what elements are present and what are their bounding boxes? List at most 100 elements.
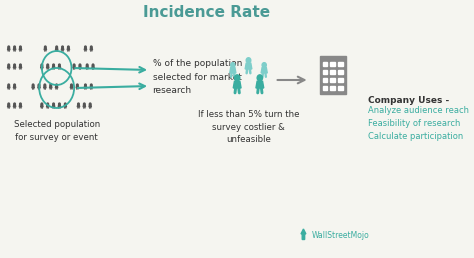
Circle shape [56,46,57,48]
Circle shape [38,84,40,86]
Circle shape [59,64,60,66]
Bar [323,78,327,82]
Polygon shape [61,48,64,50]
Bar [338,78,343,82]
Polygon shape [46,105,49,107]
Polygon shape [67,48,70,50]
Polygon shape [13,66,16,68]
Polygon shape [64,105,66,107]
Polygon shape [55,86,58,88]
Polygon shape [76,86,79,88]
Circle shape [90,103,91,105]
Polygon shape [261,68,267,73]
Circle shape [45,46,46,48]
Polygon shape [50,86,52,88]
Polygon shape [13,86,16,88]
Polygon shape [8,105,10,107]
Polygon shape [44,86,46,88]
Text: WallStreetMojo: WallStreetMojo [311,231,369,240]
Text: Feasibility of research: Feasibility of research [368,119,460,128]
Circle shape [64,103,66,105]
Circle shape [85,84,86,86]
Polygon shape [44,48,46,50]
Polygon shape [245,63,252,69]
Circle shape [14,64,15,66]
Circle shape [53,64,55,66]
Circle shape [262,63,266,68]
Polygon shape [53,66,55,68]
Polygon shape [77,105,80,107]
Polygon shape [41,105,43,107]
Polygon shape [58,66,61,68]
Polygon shape [84,86,87,88]
Text: % of the population
selected for market
research: % of the population selected for market … [153,59,242,95]
Text: Analyze audience reach: Analyze audience reach [368,106,469,115]
Polygon shape [84,48,87,50]
Polygon shape [301,229,306,239]
Polygon shape [58,105,61,107]
Circle shape [91,84,92,86]
Polygon shape [13,48,16,50]
Text: Incidence Rate: Incidence Rate [143,5,270,20]
Bar [338,86,343,90]
Polygon shape [92,66,94,68]
Circle shape [71,84,73,86]
Circle shape [47,103,48,105]
Polygon shape [90,86,92,88]
Bar [338,62,343,66]
Polygon shape [256,81,264,88]
Circle shape [8,103,9,105]
Circle shape [235,75,240,81]
Circle shape [41,103,43,105]
Text: If less than 5% turn the
survey costlier &
unfeasible: If less than 5% turn the survey costlier… [198,110,299,144]
Circle shape [91,46,92,48]
Bar [330,78,335,82]
Polygon shape [19,105,22,107]
Polygon shape [8,48,10,50]
Circle shape [78,103,79,105]
Circle shape [19,103,21,105]
Circle shape [19,64,21,66]
Polygon shape [73,66,75,68]
Bar [323,70,327,74]
Circle shape [77,84,78,86]
Circle shape [47,64,48,66]
Polygon shape [90,48,92,50]
Bar [338,70,343,74]
Polygon shape [8,66,10,68]
Circle shape [68,46,69,48]
Polygon shape [13,105,16,107]
Circle shape [83,103,85,105]
Circle shape [8,46,9,48]
Circle shape [19,46,21,48]
Circle shape [41,64,43,66]
Polygon shape [53,105,55,107]
Polygon shape [32,86,34,88]
Polygon shape [19,48,22,50]
Polygon shape [83,105,85,107]
Circle shape [53,103,55,105]
Circle shape [73,64,75,66]
Circle shape [79,64,81,66]
Bar [330,62,335,66]
Circle shape [8,64,9,66]
Circle shape [8,84,9,86]
Polygon shape [86,66,88,68]
Circle shape [14,103,15,105]
Polygon shape [8,86,10,88]
Circle shape [246,58,251,63]
Circle shape [32,84,34,86]
Circle shape [50,84,52,86]
Circle shape [92,64,94,66]
Polygon shape [89,105,91,107]
Polygon shape [38,86,40,88]
Bar [323,62,327,66]
Circle shape [14,84,15,86]
Circle shape [14,46,15,48]
Polygon shape [55,48,58,50]
Circle shape [86,64,88,66]
Bar [320,56,346,94]
Circle shape [56,84,57,86]
Text: Company Uses -: Company Uses - [368,96,449,105]
Circle shape [59,103,60,105]
